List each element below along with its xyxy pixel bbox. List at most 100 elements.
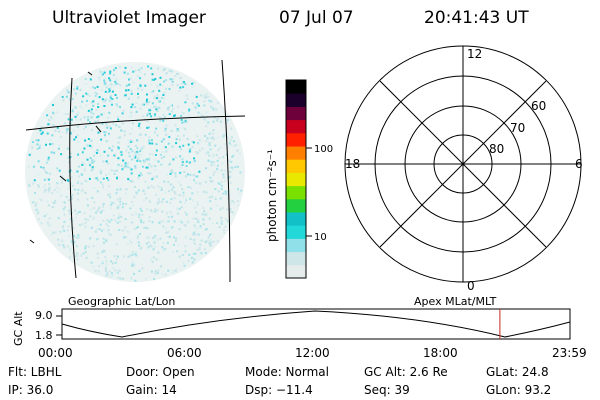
emission-pixel — [208, 132, 211, 135]
emission-pixel — [208, 240, 211, 243]
emission-pixel — [105, 160, 108, 163]
emission-pixel — [230, 210, 232, 213]
emission-pixel — [167, 269, 170, 272]
emission-pixel — [111, 103, 113, 106]
emission-pixel — [100, 181, 102, 184]
emission-pixel — [162, 241, 165, 244]
emission-pixel — [130, 172, 133, 175]
emission-pixel — [92, 207, 95, 210]
emission-pixel — [92, 104, 95, 107]
emission-pixel — [61, 240, 64, 243]
emission-pixel — [87, 109, 90, 112]
emission-pixel — [137, 124, 140, 127]
emission-pixel — [213, 164, 216, 167]
emission-pixel — [101, 250, 104, 253]
emission-pixel — [49, 173, 52, 176]
emission-pixel — [107, 274, 110, 277]
emission-pixel — [143, 73, 146, 76]
emission-pixel — [123, 130, 126, 133]
emission-pixel — [194, 106, 197, 109]
emission-pixel — [103, 71, 106, 74]
emission-pixel — [77, 236, 80, 239]
emission-pixel — [209, 180, 212, 183]
emission-pixel — [119, 277, 122, 280]
mode-info: Mode: Normal — [245, 365, 329, 379]
emission-pixel — [109, 196, 112, 199]
emission-pixel — [133, 263, 136, 266]
emission-pixel — [154, 113, 156, 116]
emission-pixel — [47, 158, 50, 161]
emission-pixel — [123, 255, 125, 258]
emission-pixel — [132, 122, 134, 125]
emission-pixel — [88, 177, 91, 180]
emission-pixel — [100, 113, 103, 116]
emission-pixel — [107, 116, 110, 119]
emission-pixel — [112, 123, 115, 126]
emission-pixel — [119, 203, 122, 206]
emission-pixel — [222, 176, 225, 179]
emission-pixel — [77, 234, 80, 237]
emission-pixel — [134, 211, 137, 214]
emission-pixel — [63, 229, 66, 232]
emission-pixel — [213, 170, 216, 173]
emission-pixel — [216, 240, 219, 243]
polar-plot — [344, 45, 582, 283]
emission-pixel — [119, 188, 122, 191]
emission-pixel — [174, 75, 177, 77]
emission-pixel — [135, 102, 138, 104]
emission-pixel — [163, 91, 166, 94]
emission-pixel — [82, 252, 85, 255]
emission-pixel — [199, 182, 202, 185]
emission-pixel — [105, 174, 107, 176]
emission-pixel — [138, 216, 141, 219]
emission-pixel — [62, 225, 65, 228]
emission-pixel — [93, 186, 96, 189]
emission-pixel — [72, 88, 75, 91]
colorbar-band — [286, 146, 306, 160]
emission-pixel — [94, 269, 97, 272]
emission-pixel — [134, 154, 137, 157]
emission-pixel — [63, 201, 66, 204]
emission-pixel — [222, 229, 225, 232]
emission-pixel — [46, 213, 49, 216]
emission-pixel — [134, 165, 137, 168]
emission-pixel — [110, 169, 113, 172]
emission-pixel — [188, 114, 191, 117]
emission-pixel — [81, 161, 84, 164]
emission-pixel — [198, 149, 201, 152]
emission-pixel — [63, 213, 66, 216]
emission-pixel — [147, 157, 150, 160]
emission-pixel — [148, 139, 151, 142]
emission-pixel — [79, 118, 82, 121]
emission-pixel — [56, 182, 59, 185]
emission-pixel — [230, 136, 233, 139]
emission-pixel — [104, 134, 106, 137]
emission-pixel — [138, 244, 141, 247]
emission-pixel — [238, 192, 241, 195]
emission-pixel — [104, 131, 107, 134]
emission-pixel — [136, 147, 139, 150]
emission-pixel — [212, 129, 215, 132]
emission-pixel — [100, 74, 103, 77]
emission-pixel — [67, 156, 70, 159]
emission-pixel — [74, 106, 77, 109]
emission-pixel — [207, 151, 210, 154]
emission-pixel — [181, 161, 184, 164]
emission-pixel — [105, 86, 108, 89]
colorbar — [286, 80, 306, 279]
emission-pixel — [209, 131, 212, 134]
emission-pixel — [178, 138, 181, 141]
emission-pixel — [154, 154, 157, 156]
emission-pixel — [202, 190, 205, 193]
emission-pixel — [156, 85, 159, 88]
emission-pixel — [188, 161, 191, 164]
emission-pixel — [215, 204, 218, 207]
emission-pixel — [196, 135, 199, 138]
emission-pixel — [170, 110, 173, 113]
emission-pixel — [189, 148, 192, 151]
emission-pixel — [230, 144, 233, 147]
emission-pixel — [203, 100, 206, 103]
emission-pixel — [114, 67, 117, 70]
emission-pixel — [232, 140, 235, 143]
